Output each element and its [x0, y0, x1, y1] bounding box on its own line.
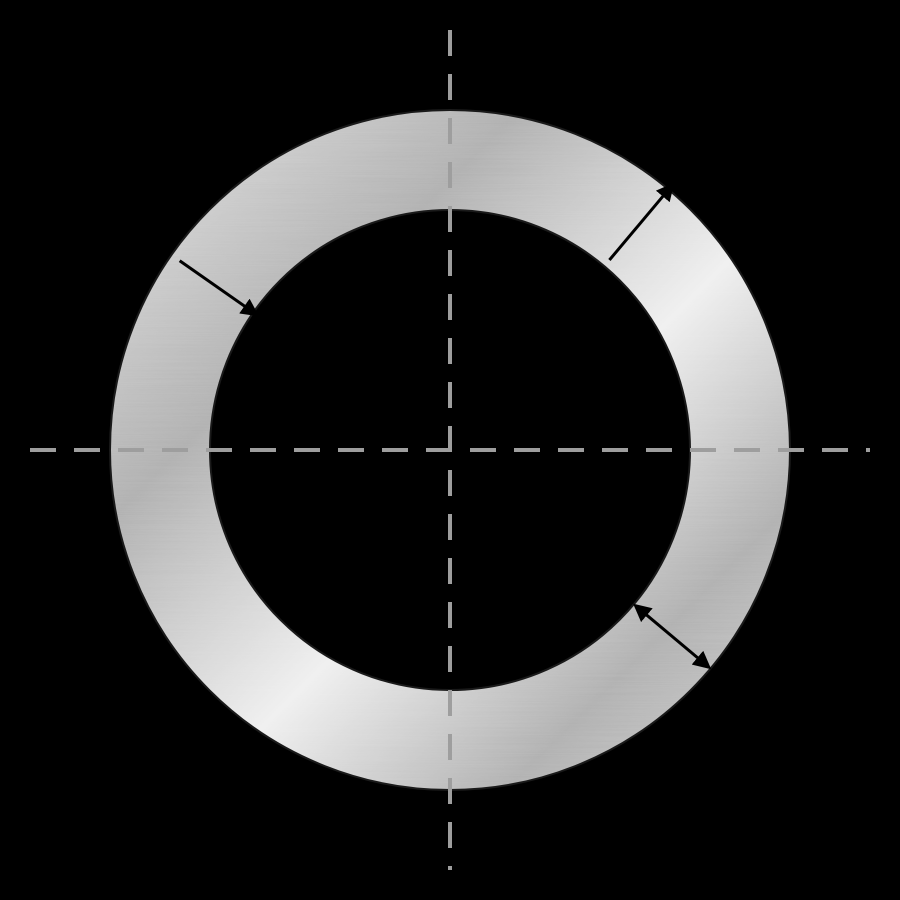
ring-diagram-svg [0, 0, 900, 900]
diagram-canvas [0, 0, 900, 900]
